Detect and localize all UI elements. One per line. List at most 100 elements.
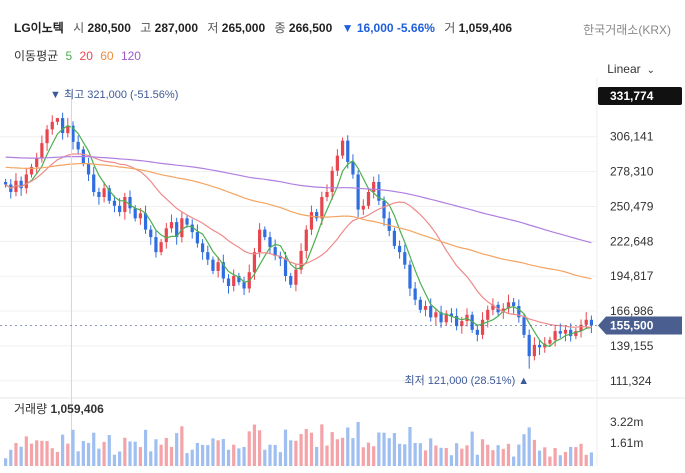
volume-bar (377, 432, 381, 466)
price-tick-label: 306,141 (610, 130, 654, 144)
volume-bar (206, 445, 210, 466)
candle-body (491, 304, 495, 310)
volume-bar (138, 447, 142, 466)
candle-body (102, 188, 106, 198)
volume-bar (356, 422, 360, 466)
candle-body (346, 140, 350, 162)
volume-bar (273, 444, 277, 466)
volume-bar (558, 455, 562, 466)
candle-body (361, 205, 365, 210)
volume-bar (496, 445, 500, 466)
volume-bar (55, 451, 60, 466)
volume-bar (413, 442, 417, 466)
volume-bar (76, 451, 80, 466)
volume-bar (372, 446, 376, 466)
volume-bar (506, 443, 511, 466)
high-value: 287,000 (154, 21, 199, 35)
candle-body (24, 174, 28, 189)
candle-body (439, 312, 443, 323)
volume-bar (143, 429, 148, 466)
candle-body (232, 275, 236, 286)
low-label: 저 (207, 21, 219, 35)
volume-bar (584, 454, 588, 466)
exchange-label: 한국거래소(KRX) (583, 23, 671, 37)
candle-body (527, 334, 531, 357)
candle-body (92, 174, 96, 193)
volume-bar (180, 426, 184, 466)
volume-bar (237, 448, 241, 466)
volume-bar (118, 451, 122, 466)
volume-bar (335, 439, 339, 466)
candle-body (480, 319, 485, 335)
volume-bar (190, 449, 194, 466)
candle-body (133, 208, 137, 219)
volume-bar (252, 424, 257, 466)
candle-body (455, 316, 459, 327)
volume-bar (418, 443, 422, 466)
candle-body (216, 262, 220, 271)
stock-header: LG이노텍 시 280,500 고 287,000 저 265,000 종 26… (14, 19, 512, 36)
volume-bar (29, 443, 34, 466)
candle-body (278, 255, 282, 259)
candle-body (273, 247, 277, 256)
volume-label: 거 (444, 21, 456, 35)
price-tick-label: 222,648 (610, 234, 654, 248)
candle-body (397, 245, 402, 253)
candle-body (486, 309, 490, 320)
volume-bar (200, 444, 205, 466)
candle-body (325, 192, 329, 198)
volume-bar (92, 432, 96, 466)
candle-body (226, 278, 231, 286)
volume-bar (480, 439, 485, 466)
candle-body (123, 197, 127, 213)
candle-body (304, 229, 308, 251)
candle-body (506, 302, 511, 309)
candle-body (403, 252, 407, 265)
volume-bar (501, 448, 505, 466)
candle-body (289, 275, 293, 285)
volume-bar (351, 438, 355, 466)
volume-bar (532, 439, 536, 466)
candle-body (40, 143, 44, 159)
volume-bar (299, 434, 303, 466)
volume-bar (86, 442, 91, 466)
candle-body (558, 331, 562, 334)
ma20-label: 20 (79, 49, 93, 63)
candle-body (563, 329, 568, 334)
candle-body (553, 331, 557, 340)
volume-bar (195, 442, 200, 466)
scale-mode-dropdown[interactable]: Linear ⌄ (607, 62, 655, 76)
volume-bar (315, 446, 319, 466)
volume-bar (242, 446, 246, 466)
candle-body (169, 222, 174, 229)
candle-body (470, 314, 474, 330)
candle-body (475, 329, 479, 335)
candle-body (86, 163, 91, 175)
candle-body (444, 313, 448, 323)
ma60-label: 60 (100, 49, 114, 63)
volume-bar (107, 435, 111, 466)
volume-bar (221, 439, 225, 466)
volume-bar (548, 456, 552, 466)
volume-bar (50, 448, 54, 466)
volume-bar (304, 428, 308, 466)
volume-bar (149, 451, 153, 466)
volume-pane-value: 1,059,406 (50, 402, 104, 416)
volume-bar (387, 438, 391, 466)
candle-body (76, 141, 80, 150)
volume-bar (159, 444, 163, 466)
volume-bar (154, 439, 158, 466)
volume-bar (164, 437, 168, 466)
volume-bar (45, 441, 49, 466)
volume-bar (486, 444, 490, 466)
candle-body (268, 237, 272, 248)
candle-body (35, 158, 39, 167)
candle-body (45, 129, 49, 144)
candle-body (574, 331, 578, 337)
volume-bar (449, 455, 454, 466)
candle-body (143, 213, 148, 230)
close-value: 266,500 (288, 21, 333, 35)
volume-bar (517, 444, 521, 466)
change-value: ▼ 16,000 -5.66% (341, 21, 435, 35)
